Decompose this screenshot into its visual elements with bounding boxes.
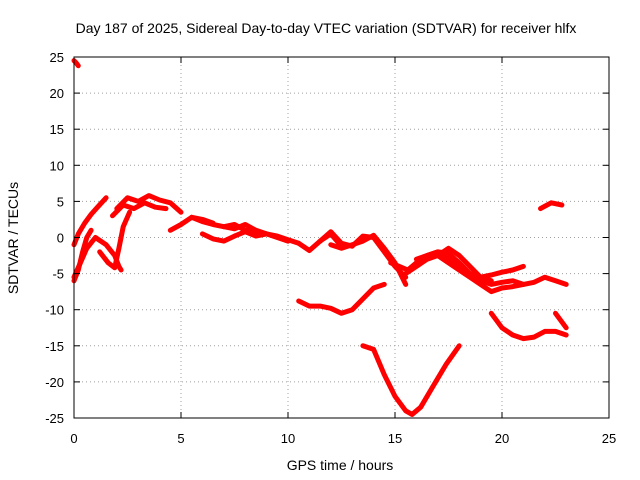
series-s13 (328, 232, 409, 287)
series-s4 (97, 209, 133, 271)
series-s19 (360, 343, 462, 417)
y-tick-label: -15 (45, 339, 64, 354)
axis-ticks: 0 5 10 15 20 25 -25 -20 -15 -10 -5 0 5 10 15 20 25 (45, 50, 616, 446)
x-tick-label: 0 (70, 431, 77, 446)
y-tick-label: 10 (50, 158, 64, 173)
series-s10 (221, 222, 291, 244)
y-axis-label: SDTVAR / TECUs (5, 182, 21, 294)
series-s1 (71, 195, 109, 248)
series-s18 (296, 281, 387, 316)
series-s20 (488, 310, 569, 342)
y-tick-label: 20 (50, 86, 64, 101)
y-tick-label: -20 (45, 375, 64, 390)
series-s15 (403, 245, 494, 284)
y-tick-label: 25 (50, 50, 64, 65)
y-tick-label: 15 (50, 122, 64, 137)
y-tick-label: -10 (45, 303, 64, 318)
y-tick-label: -25 (45, 411, 64, 426)
x-tick-label: 15 (388, 431, 402, 446)
x-tick-label: 20 (495, 431, 509, 446)
series-s6 (110, 200, 169, 219)
x-tick-label: 25 (602, 431, 616, 446)
series-s23 (71, 58, 81, 69)
series-s22 (538, 200, 565, 212)
x-tick-label: 5 (177, 431, 184, 446)
data-series (71, 58, 569, 417)
series-s17 (435, 253, 526, 295)
series-s5 (114, 193, 184, 215)
grid (74, 57, 609, 418)
series-s9 (199, 229, 270, 244)
y-tick-label: 0 (57, 231, 64, 246)
y-tick-label: 5 (57, 194, 64, 209)
y-tick-label: -5 (52, 267, 64, 282)
chart-title: Day 187 of 2025, Sidereal Day-to-day VTE… (76, 20, 577, 36)
series-s16 (413, 249, 569, 287)
x-axis-label: GPS time / hours (287, 457, 394, 473)
series-s21 (553, 310, 569, 331)
x-tick-label: 10 (281, 431, 295, 446)
